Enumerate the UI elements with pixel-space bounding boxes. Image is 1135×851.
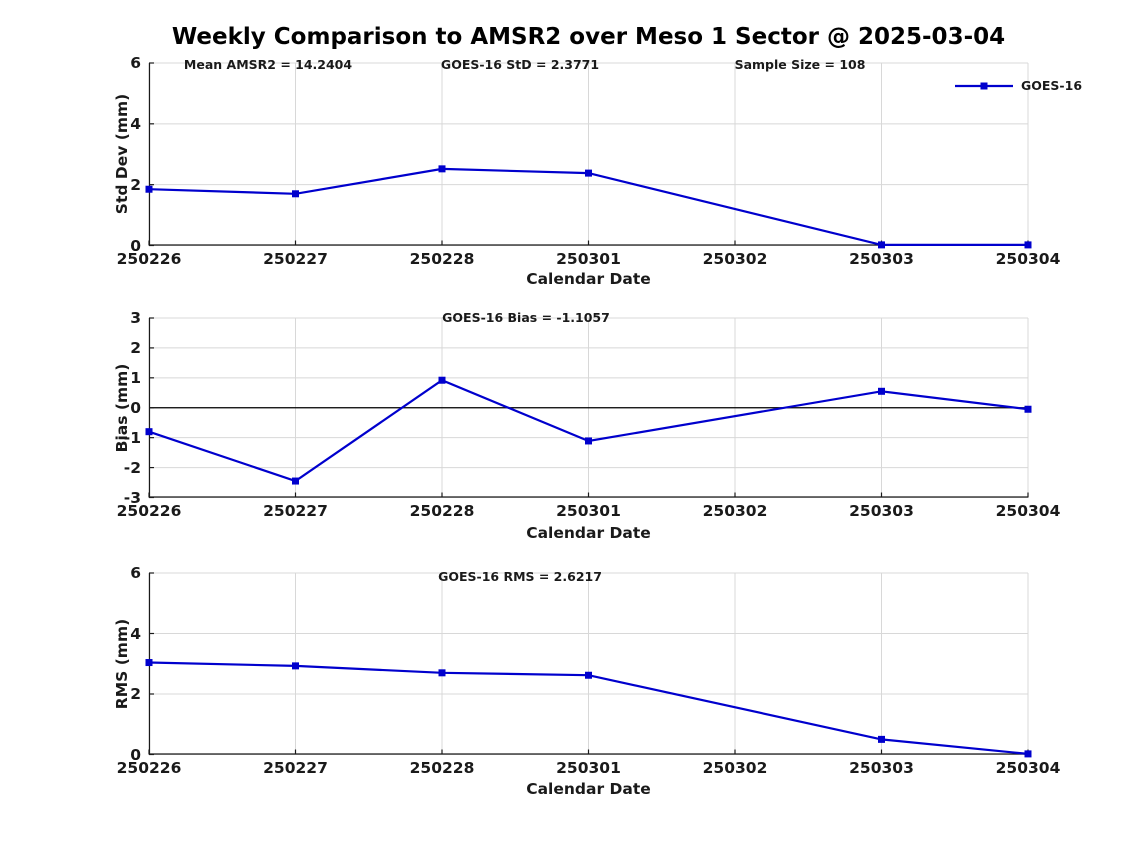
- figure-title: Weekly Comparison to AMSR2 over Meso 1 S…: [171, 24, 1006, 50]
- x-tick-label: 250304: [995, 501, 1061, 520]
- y-tick-label: 4: [130, 114, 141, 133]
- goes16-series-line: [148, 378, 1029, 483]
- goes16-data-marker: [1024, 405, 1032, 413]
- rms-x-axis-label: Calendar Date: [526, 780, 651, 798]
- goes16-data-marker: [878, 241, 885, 249]
- plot-0-canvas: [145, 62, 1032, 249]
- y-tick-label: 3: [130, 309, 141, 327]
- x-tick-label: 250301: [556, 249, 621, 268]
- goes16-data-marker: [585, 169, 592, 177]
- y-tick-label: 6: [130, 54, 141, 72]
- bias-x-axis-label: Calendar Date: [526, 524, 651, 542]
- goes16-data-marker: [1024, 750, 1032, 758]
- annotation-mean-amsr2: Mean AMSR2 = 14.2404: [183, 57, 353, 72]
- x-tick-label: 250226: [116, 758, 182, 777]
- goes16-series-line: [148, 661, 1029, 755]
- y-tick-label: 4: [130, 624, 141, 643]
- rms-y-axis-label: RMS (mm): [113, 618, 131, 710]
- x-tick-label: 250303: [849, 501, 914, 520]
- goes16-series-line: [148, 167, 1028, 246]
- goes16-data-marker: [145, 185, 153, 193]
- x-tick-label: 250227: [263, 501, 328, 520]
- x-tick-label: 250304: [995, 249, 1061, 268]
- stddev-y-axis-label: Std Dev (mm): [113, 93, 131, 215]
- goes16-data-marker: [438, 165, 446, 173]
- y-tick-label: -3: [123, 488, 141, 507]
- x-tick-label: 250304: [995, 758, 1061, 777]
- x-tick-label: 250303: [849, 758, 914, 777]
- goes16-data-marker: [878, 387, 885, 395]
- x-tick-label: 250302: [702, 501, 768, 520]
- goes16-data-marker: [292, 190, 299, 198]
- goes16-data-marker: [145, 659, 153, 667]
- legend-marker-icon: [980, 82, 988, 90]
- y-tick-label: 2: [130, 685, 141, 703]
- y-tick-label: -1: [123, 428, 141, 447]
- rms-subplot: 250226 250227 250228 250301 250302 250303 2503…: [117, 564, 1061, 777]
- y-tick-label: 2: [130, 338, 141, 357]
- x-tick-label: 250228: [409, 501, 475, 520]
- x-tick-label: 250227: [263, 249, 328, 268]
- annotation-goes16-std: GOES-16 StD = 2.3771: [440, 57, 600, 72]
- x-tick-label: 250227: [263, 758, 328, 777]
- x-tick-label: 250301: [556, 758, 621, 777]
- goes16-data-marker: [292, 662, 299, 670]
- goes16-data-marker: [438, 669, 446, 677]
- x-tick-label: 250301: [556, 501, 621, 520]
- plot-2-canvas: [145, 572, 1032, 758]
- goes16-data-marker: [585, 671, 592, 679]
- stddev-x-axis-label: Calendar Date: [526, 270, 651, 288]
- y-tick-label: 0: [130, 745, 141, 764]
- stddev-subplot: 250226 250227 250228 250301 250302 250303 2503…: [117, 54, 1061, 268]
- bias-subplot: 250226 250227 250228 250301 250302 250303 2503…: [117, 309, 1061, 520]
- goes16-data-marker: [1024, 241, 1032, 249]
- y-tick-label: -2: [123, 458, 141, 477]
- annotation-goes16-rms: GOES-16 RMS = 2.6217: [438, 569, 602, 584]
- goes16-data-marker: [438, 376, 446, 384]
- y-tick-label: 6: [130, 564, 141, 582]
- goes16-data-marker: [878, 735, 885, 743]
- x-tick-label: 250302: [702, 758, 768, 777]
- legend-label: GOES-16: [1021, 78, 1083, 93]
- plot-1-canvas: [145, 317, 1032, 499]
- annotation-goes16-bias: GOES-16 Bias = -1.1057: [442, 310, 610, 325]
- y-tick-label: 2: [130, 175, 141, 194]
- x-tick-label: 250226: [116, 501, 182, 520]
- x-tick-label: 250228: [409, 249, 475, 268]
- annotation-sample-size: Sample Size = 108: [734, 57, 866, 72]
- x-tick-label: 250302: [702, 249, 768, 268]
- bias-y-axis-label: Bias (mm): [113, 363, 131, 453]
- legend-line-sample: [955, 82, 1013, 90]
- x-tick-label: 250226: [116, 249, 182, 268]
- goes16-data-marker: [292, 477, 299, 485]
- x-tick-label: 250228: [409, 758, 475, 777]
- x-tick-label: 250303: [849, 249, 914, 268]
- y-tick-label: 1: [130, 368, 141, 387]
- y-tick-label: 0: [130, 236, 141, 255]
- goes16-data-marker: [585, 437, 592, 445]
- goes16-data-marker: [145, 428, 153, 436]
- y-tick-label: 0: [130, 398, 141, 417]
